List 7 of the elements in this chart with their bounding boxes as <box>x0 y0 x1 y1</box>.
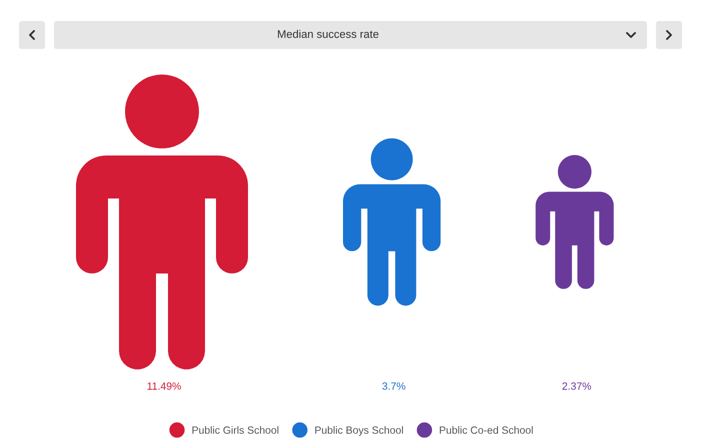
category-label: Public Boys School <box>315 426 403 436</box>
data-label: 2.37% <box>562 382 592 390</box>
category-label: Public Girls School <box>192 426 278 434</box>
category-label: Public Co-ed School <box>440 426 533 434</box>
text: Median success rate <box>278 30 378 38</box>
data-label: 3.7% <box>382 382 406 390</box>
data-label: 11.49% <box>148 382 181 390</box>
